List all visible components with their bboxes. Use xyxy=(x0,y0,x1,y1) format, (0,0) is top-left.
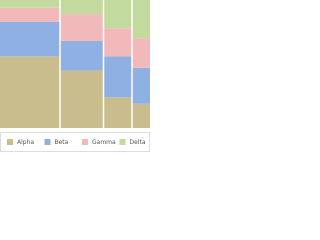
legend-label: Delta xyxy=(130,139,146,146)
segment xyxy=(132,103,150,128)
legend-swatch xyxy=(82,139,88,145)
legend-swatch xyxy=(119,139,126,145)
segment xyxy=(60,0,104,15)
segment xyxy=(103,28,132,57)
segment xyxy=(103,97,132,128)
legend-label: Alpha xyxy=(17,139,34,146)
legend-swatch xyxy=(7,139,13,145)
segment xyxy=(103,0,132,29)
segment xyxy=(60,40,104,71)
segment xyxy=(0,0,60,8)
legend-label: Gamma xyxy=(92,139,116,146)
legend-box xyxy=(0,132,150,152)
segment xyxy=(132,38,150,68)
segment xyxy=(60,70,104,128)
segment xyxy=(132,0,150,39)
segment xyxy=(0,21,60,57)
segment xyxy=(60,14,104,41)
legend-swatch xyxy=(44,139,51,145)
segment xyxy=(0,56,60,128)
segment xyxy=(103,56,132,98)
segment xyxy=(132,67,150,104)
chart: Alpha Beta Gamma Delta xyxy=(0,0,150,152)
segment xyxy=(0,7,60,22)
legend-label: Beta xyxy=(55,139,69,146)
